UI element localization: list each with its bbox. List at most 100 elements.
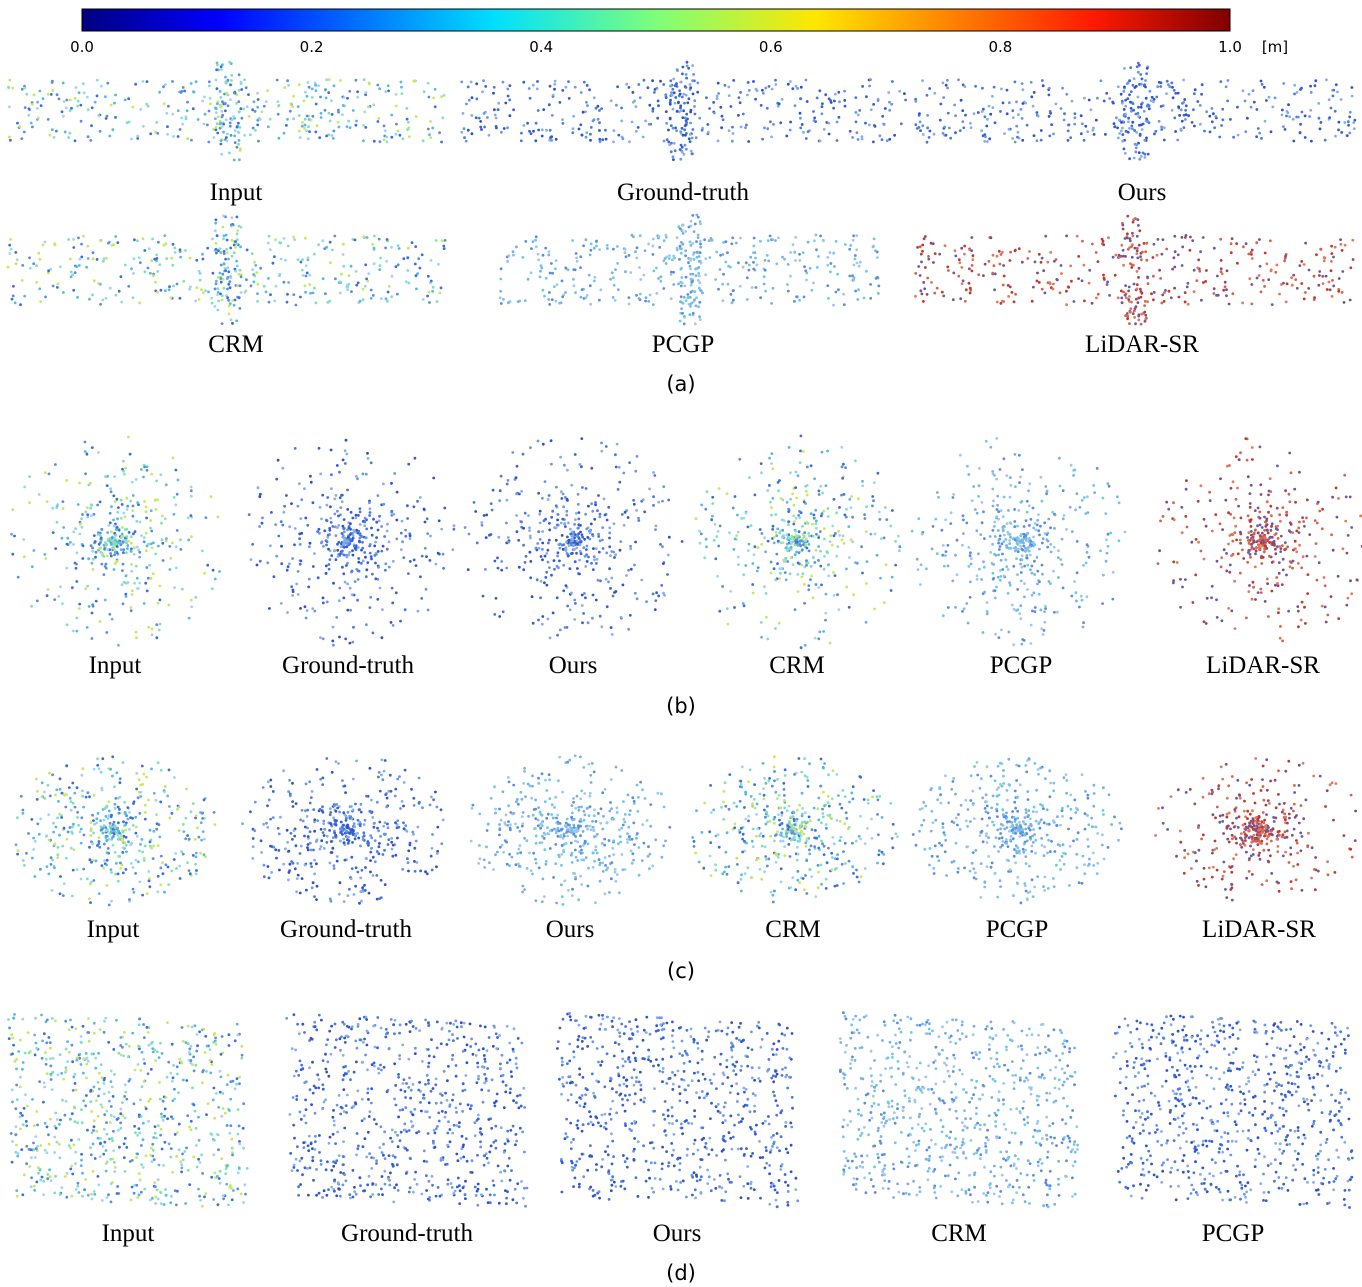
point xyxy=(914,123,917,126)
point xyxy=(1170,296,1173,299)
point xyxy=(773,567,776,570)
point xyxy=(1133,218,1136,221)
point xyxy=(494,560,497,563)
point xyxy=(1126,317,1129,320)
point xyxy=(1043,521,1046,524)
point xyxy=(1100,79,1103,82)
point xyxy=(163,244,166,247)
point xyxy=(1322,282,1325,285)
point xyxy=(618,481,621,484)
point xyxy=(1213,126,1216,129)
point xyxy=(605,138,608,141)
point xyxy=(506,126,509,129)
point xyxy=(663,140,666,143)
point xyxy=(982,274,985,277)
point xyxy=(876,554,879,557)
point xyxy=(1301,601,1304,604)
point xyxy=(278,104,281,107)
point xyxy=(169,557,172,560)
point xyxy=(427,82,430,85)
point xyxy=(920,253,923,256)
point xyxy=(636,246,639,249)
point xyxy=(952,298,955,301)
point xyxy=(625,255,628,258)
point xyxy=(225,118,228,121)
point xyxy=(1017,548,1020,551)
point xyxy=(502,610,505,613)
point xyxy=(820,584,823,587)
point xyxy=(541,128,544,131)
point xyxy=(1134,322,1137,325)
point xyxy=(817,559,820,562)
point xyxy=(1160,126,1163,129)
point xyxy=(1271,303,1274,306)
point xyxy=(1299,123,1302,126)
point xyxy=(1290,276,1293,279)
point xyxy=(1126,215,1129,218)
point xyxy=(292,236,295,239)
point xyxy=(711,496,714,499)
point xyxy=(710,237,713,240)
point xyxy=(763,127,766,130)
point xyxy=(422,139,425,142)
point xyxy=(166,133,169,136)
point xyxy=(963,253,966,256)
point xyxy=(872,141,875,144)
point xyxy=(273,575,276,578)
point xyxy=(659,80,662,83)
point xyxy=(968,546,971,549)
point xyxy=(23,555,26,558)
point xyxy=(792,523,795,526)
point xyxy=(76,617,79,620)
point xyxy=(1139,255,1142,258)
point xyxy=(400,92,403,95)
point xyxy=(1178,296,1181,299)
point xyxy=(1124,294,1127,297)
point xyxy=(764,259,767,262)
point xyxy=(826,264,829,267)
point xyxy=(151,633,154,636)
point xyxy=(1041,79,1044,82)
point xyxy=(82,82,85,85)
point xyxy=(531,595,534,598)
point xyxy=(99,532,102,535)
point xyxy=(438,131,441,134)
point xyxy=(253,281,256,284)
point xyxy=(28,256,31,259)
point xyxy=(1006,112,1009,115)
point xyxy=(778,103,781,106)
point xyxy=(832,571,835,574)
point xyxy=(561,118,564,121)
point xyxy=(484,85,487,88)
point xyxy=(1124,99,1127,102)
point xyxy=(1050,551,1053,554)
point xyxy=(982,560,985,563)
point xyxy=(85,511,88,514)
point xyxy=(366,280,369,283)
point xyxy=(372,518,375,521)
point xyxy=(694,322,697,325)
point xyxy=(713,112,716,115)
point xyxy=(586,560,589,563)
point xyxy=(1036,280,1039,283)
point xyxy=(365,568,368,571)
point xyxy=(784,571,787,574)
point xyxy=(82,235,85,238)
point xyxy=(607,506,610,509)
point xyxy=(1082,621,1085,624)
point xyxy=(806,100,809,103)
point xyxy=(67,238,70,241)
point xyxy=(916,246,919,249)
point xyxy=(652,238,655,241)
point xyxy=(914,100,917,103)
point xyxy=(502,81,505,84)
point xyxy=(341,550,344,553)
point xyxy=(421,253,424,256)
point xyxy=(91,550,94,553)
point xyxy=(672,78,675,81)
point xyxy=(687,67,690,70)
point xyxy=(563,464,566,467)
point xyxy=(95,600,98,603)
point xyxy=(730,105,733,108)
point xyxy=(628,303,631,306)
